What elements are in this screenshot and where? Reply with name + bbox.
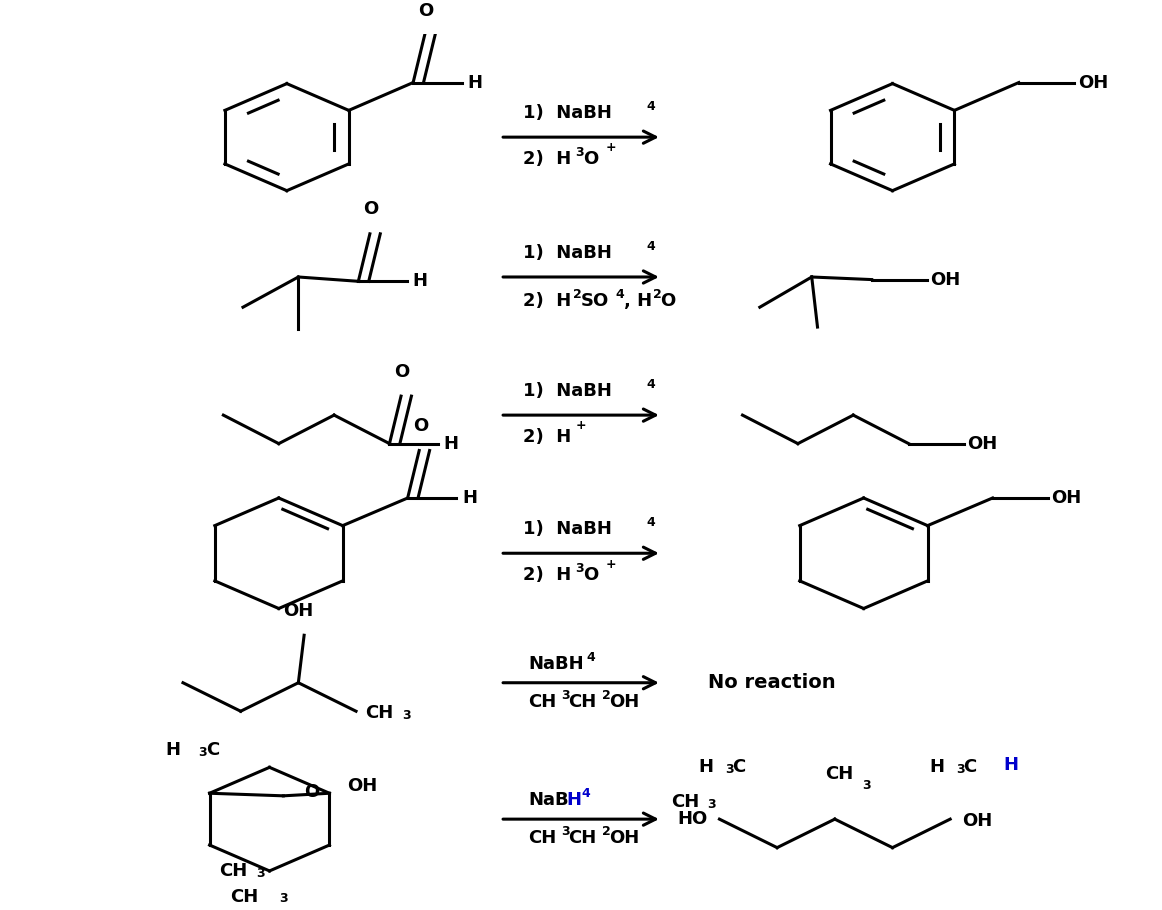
Text: CH: CH bbox=[568, 693, 596, 711]
Text: HO: HO bbox=[677, 810, 708, 828]
Text: OH: OH bbox=[1052, 489, 1082, 507]
Text: CH: CH bbox=[670, 793, 700, 811]
Text: NaB: NaB bbox=[528, 791, 568, 809]
Text: 3: 3 bbox=[575, 561, 583, 575]
Text: 4: 4 bbox=[581, 787, 590, 800]
Text: SO: SO bbox=[581, 292, 609, 310]
Text: +: + bbox=[605, 141, 616, 155]
Text: CH: CH bbox=[568, 829, 596, 847]
Text: CH: CH bbox=[365, 704, 394, 722]
Text: 2: 2 bbox=[602, 689, 610, 702]
Text: H: H bbox=[166, 741, 181, 759]
Text: 1)  NaBH: 1) NaBH bbox=[523, 244, 612, 262]
Text: CH: CH bbox=[528, 693, 557, 711]
Text: OH: OH bbox=[609, 693, 639, 711]
Text: CH: CH bbox=[218, 862, 248, 880]
Text: H: H bbox=[566, 791, 581, 809]
Text: H: H bbox=[461, 489, 476, 507]
Text: CH: CH bbox=[528, 829, 557, 847]
Text: 1)  NaBH: 1) NaBH bbox=[523, 521, 612, 538]
Text: O: O bbox=[364, 200, 379, 218]
Text: 3: 3 bbox=[198, 745, 207, 759]
Text: No reaction: No reaction bbox=[708, 673, 835, 693]
Text: 3: 3 bbox=[706, 797, 716, 811]
Text: OH: OH bbox=[968, 435, 998, 452]
Text: O: O bbox=[583, 150, 598, 167]
Text: H: H bbox=[413, 272, 428, 290]
Text: H: H bbox=[1003, 756, 1018, 774]
Text: H: H bbox=[444, 435, 459, 452]
Text: OH: OH bbox=[284, 602, 314, 620]
Text: O: O bbox=[304, 783, 320, 801]
Text: C: C bbox=[963, 758, 976, 776]
Text: 2: 2 bbox=[653, 288, 661, 301]
Text: 3: 3 bbox=[561, 825, 571, 838]
Text: O: O bbox=[418, 2, 433, 19]
Text: CH: CH bbox=[825, 765, 854, 783]
Text: 3: 3 bbox=[725, 763, 734, 776]
Text: C: C bbox=[732, 758, 745, 776]
Text: 3: 3 bbox=[279, 893, 287, 905]
Text: 3: 3 bbox=[862, 779, 872, 792]
Text: 2)  H: 2) H bbox=[523, 428, 572, 446]
Text: +: + bbox=[605, 558, 616, 571]
Text: 1)  NaBH: 1) NaBH bbox=[523, 104, 612, 122]
Text: +: + bbox=[575, 420, 586, 432]
Text: O: O bbox=[583, 566, 598, 584]
Text: 2)  H: 2) H bbox=[523, 566, 572, 584]
Text: O: O bbox=[395, 362, 410, 380]
Text: CH: CH bbox=[230, 888, 258, 905]
Text: 1)  NaBH: 1) NaBH bbox=[523, 382, 612, 400]
Text: 3: 3 bbox=[402, 709, 411, 722]
Text: 4: 4 bbox=[647, 240, 655, 253]
Text: OH: OH bbox=[609, 829, 639, 847]
Text: OH: OH bbox=[1077, 74, 1107, 92]
Text: H: H bbox=[930, 758, 945, 776]
Text: OH: OH bbox=[346, 777, 376, 795]
Text: 2)  H: 2) H bbox=[523, 292, 572, 310]
Text: 3: 3 bbox=[561, 689, 571, 702]
Text: OH: OH bbox=[962, 812, 992, 830]
Text: 4: 4 bbox=[616, 288, 624, 301]
Text: , H: , H bbox=[624, 292, 652, 310]
Text: 2: 2 bbox=[602, 825, 610, 838]
Text: H: H bbox=[467, 74, 482, 92]
Text: O: O bbox=[661, 292, 676, 310]
Text: 2)  H: 2) H bbox=[523, 150, 572, 167]
Text: 4: 4 bbox=[587, 651, 595, 663]
Text: 4: 4 bbox=[647, 516, 655, 529]
Text: 4: 4 bbox=[647, 100, 655, 113]
Text: O: O bbox=[413, 417, 428, 435]
Text: 3: 3 bbox=[256, 866, 264, 880]
Text: H: H bbox=[698, 758, 713, 776]
Text: C: C bbox=[206, 741, 220, 759]
Text: OH: OH bbox=[931, 270, 961, 288]
Text: 4: 4 bbox=[647, 378, 655, 391]
Text: NaBH: NaBH bbox=[528, 655, 583, 672]
Text: 3: 3 bbox=[575, 146, 583, 158]
Text: 2: 2 bbox=[573, 288, 582, 301]
Text: 3: 3 bbox=[956, 763, 964, 776]
